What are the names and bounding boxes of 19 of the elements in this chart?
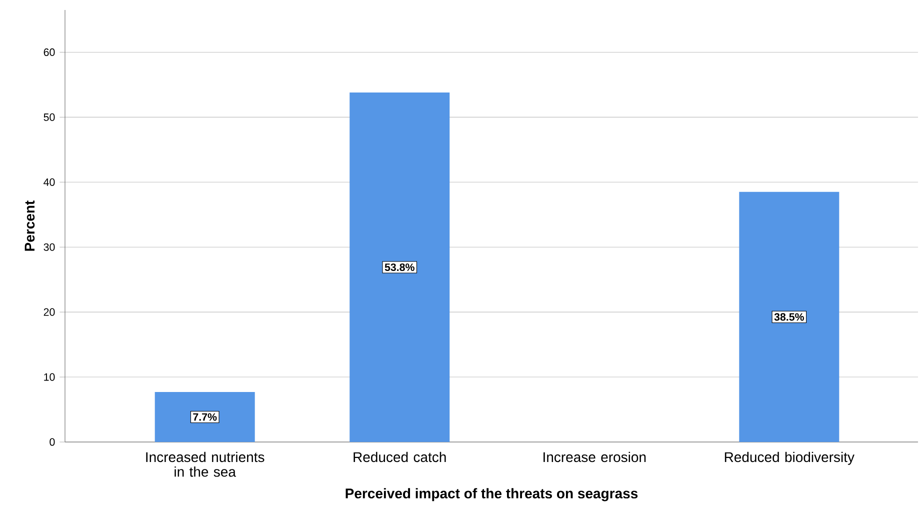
bar <box>739 192 840 442</box>
x-tick-label: Reduced biodiversity <box>724 452 854 465</box>
data-label: 38.5% <box>774 313 804 321</box>
y-tick-label: 50 <box>44 113 55 121</box>
y-tick-label: 0 <box>50 438 55 446</box>
y-axis-title: Percent <box>24 200 35 251</box>
y-tick-label: 40 <box>44 178 55 186</box>
x-tick-label: Increased nutrients in the sea <box>146 452 264 477</box>
y-tick-label: 60 <box>44 48 55 56</box>
x-tick-label: Increase erosion <box>544 452 646 462</box>
y-tick-label: 20 <box>44 308 55 316</box>
bar <box>154 392 255 442</box>
data-label: 53.8% <box>384 263 414 272</box>
data-label: 7.7% <box>193 413 217 421</box>
x-tick-label: Reduced catch <box>354 452 446 462</box>
y-tick-label: 10 <box>44 373 55 381</box>
y-tick-label: 30 <box>44 243 55 251</box>
bar <box>350 92 450 442</box>
x-axis-title: Perceived impact of the threats on seagrass <box>346 488 638 502</box>
